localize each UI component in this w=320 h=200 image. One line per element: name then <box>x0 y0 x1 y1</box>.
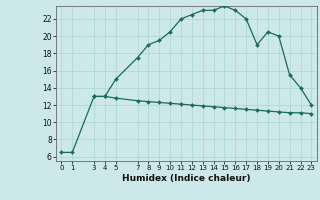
X-axis label: Humidex (Indice chaleur): Humidex (Indice chaleur) <box>122 174 251 183</box>
